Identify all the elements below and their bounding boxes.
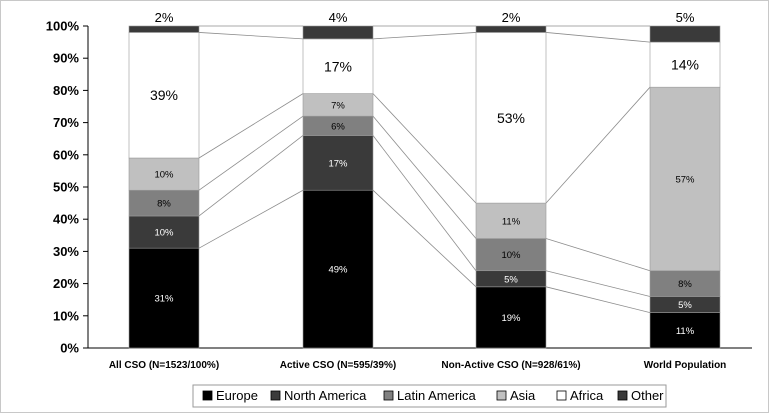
series-line (198, 135, 304, 217)
bar-segment (302, 25, 374, 40)
bar-segment (475, 202, 547, 239)
y-tick-label: 50% (53, 180, 79, 195)
bar-segment (128, 25, 200, 33)
y-tick-label: 20% (53, 276, 79, 291)
data-label: 49% (328, 265, 348, 276)
legend: Europe North America Latin America Asia Afri… (192, 384, 667, 408)
y-tick-label: 0% (60, 341, 79, 356)
bar-segment (302, 38, 374, 94)
bar-segment (302, 189, 374, 349)
y-tick-label: 80% (53, 83, 79, 98)
data-label: 10% (154, 170, 174, 181)
legend-label: Latin America (397, 388, 477, 403)
data-label: 6% (331, 121, 345, 132)
data-label: 14% (671, 57, 699, 73)
series-line (545, 286, 651, 313)
x-category-label: All CSO (N=1523/100%) (109, 360, 219, 371)
legend-label: Asia (510, 388, 536, 403)
data-label: 10% (501, 250, 521, 261)
series-lines (198, 25, 651, 313)
data-label: 19% (501, 313, 521, 324)
legend-swatch (496, 390, 507, 401)
bar-segment (128, 189, 200, 217)
bar-segment (649, 25, 721, 43)
bar-segment (128, 32, 200, 159)
data-label: 8% (157, 199, 171, 210)
legend-label: Europe (216, 388, 258, 403)
series-line (372, 135, 477, 271)
y-tick-label: 70% (53, 115, 79, 130)
legend-swatch (202, 390, 213, 401)
bar-segment (475, 238, 547, 272)
y-tick-label: 30% (53, 244, 79, 259)
legend-box (192, 384, 667, 408)
data-label: 8% (678, 279, 692, 290)
bar-segment (128, 247, 200, 349)
data-label: 5% (678, 300, 692, 311)
data-label: 53% (497, 110, 525, 126)
data-label: 11% (502, 216, 521, 227)
data-label: 39% (150, 87, 178, 103)
series-line (545, 86, 651, 204)
data-label: 17% (328, 158, 348, 169)
legend-label: Africa (570, 388, 604, 403)
data-label: 57% (675, 174, 695, 185)
series-line (372, 189, 477, 288)
data-label: 17% (324, 58, 352, 74)
x-category-label: World Population (644, 360, 727, 371)
data-label: 5% (504, 274, 518, 285)
legend-swatch (556, 390, 567, 401)
bars (128, 25, 721, 349)
data-label: 7% (331, 100, 345, 111)
y-tick-label: 10% (53, 308, 79, 323)
series-line (198, 115, 304, 191)
y-tick-label: 60% (53, 147, 79, 162)
bar-segment (128, 215, 200, 249)
series-line (372, 32, 477, 40)
data-label: 11% (676, 326, 695, 337)
series-line (198, 189, 304, 249)
data-label: 4% (329, 10, 348, 25)
bar-segment (649, 312, 721, 349)
x-category-label: Non-Active CSO (N=928/61%) (441, 360, 580, 371)
bar-segment (302, 135, 374, 191)
legend-swatch (617, 390, 628, 401)
series-line (372, 115, 477, 239)
bar-segment (475, 286, 547, 349)
x-category-label: Active CSO (N=595/39%) (280, 360, 396, 371)
data-label: 10% (154, 228, 174, 239)
data-label: 31% (154, 294, 174, 305)
series-line (545, 238, 651, 272)
bar-segment (649, 270, 721, 297)
series-line (372, 93, 477, 204)
y-tick-label: 100% (46, 19, 80, 34)
bar-segment (475, 32, 547, 204)
data-label: 5% (676, 10, 695, 25)
series-line (198, 32, 304, 40)
data-label: 2% (502, 10, 521, 25)
data-label: 2% (155, 10, 174, 25)
y-tick-label: 90% (53, 51, 79, 66)
bar-segment (475, 25, 547, 33)
series-line (545, 32, 651, 43)
series-line (545, 270, 651, 297)
legend-swatch (383, 390, 394, 401)
data-labels: 31% 10% 8% 10% 39% 2% 49% 17% 6% 7% 17% 4% 19% 5% 10% 1… (150, 10, 699, 337)
legend-label: North America (284, 388, 367, 403)
series-line (198, 93, 304, 159)
legend-swatch (270, 390, 281, 401)
y-tick-label: 40% (53, 212, 79, 227)
bar-segment (128, 157, 200, 191)
legend-label: Other (631, 388, 664, 403)
